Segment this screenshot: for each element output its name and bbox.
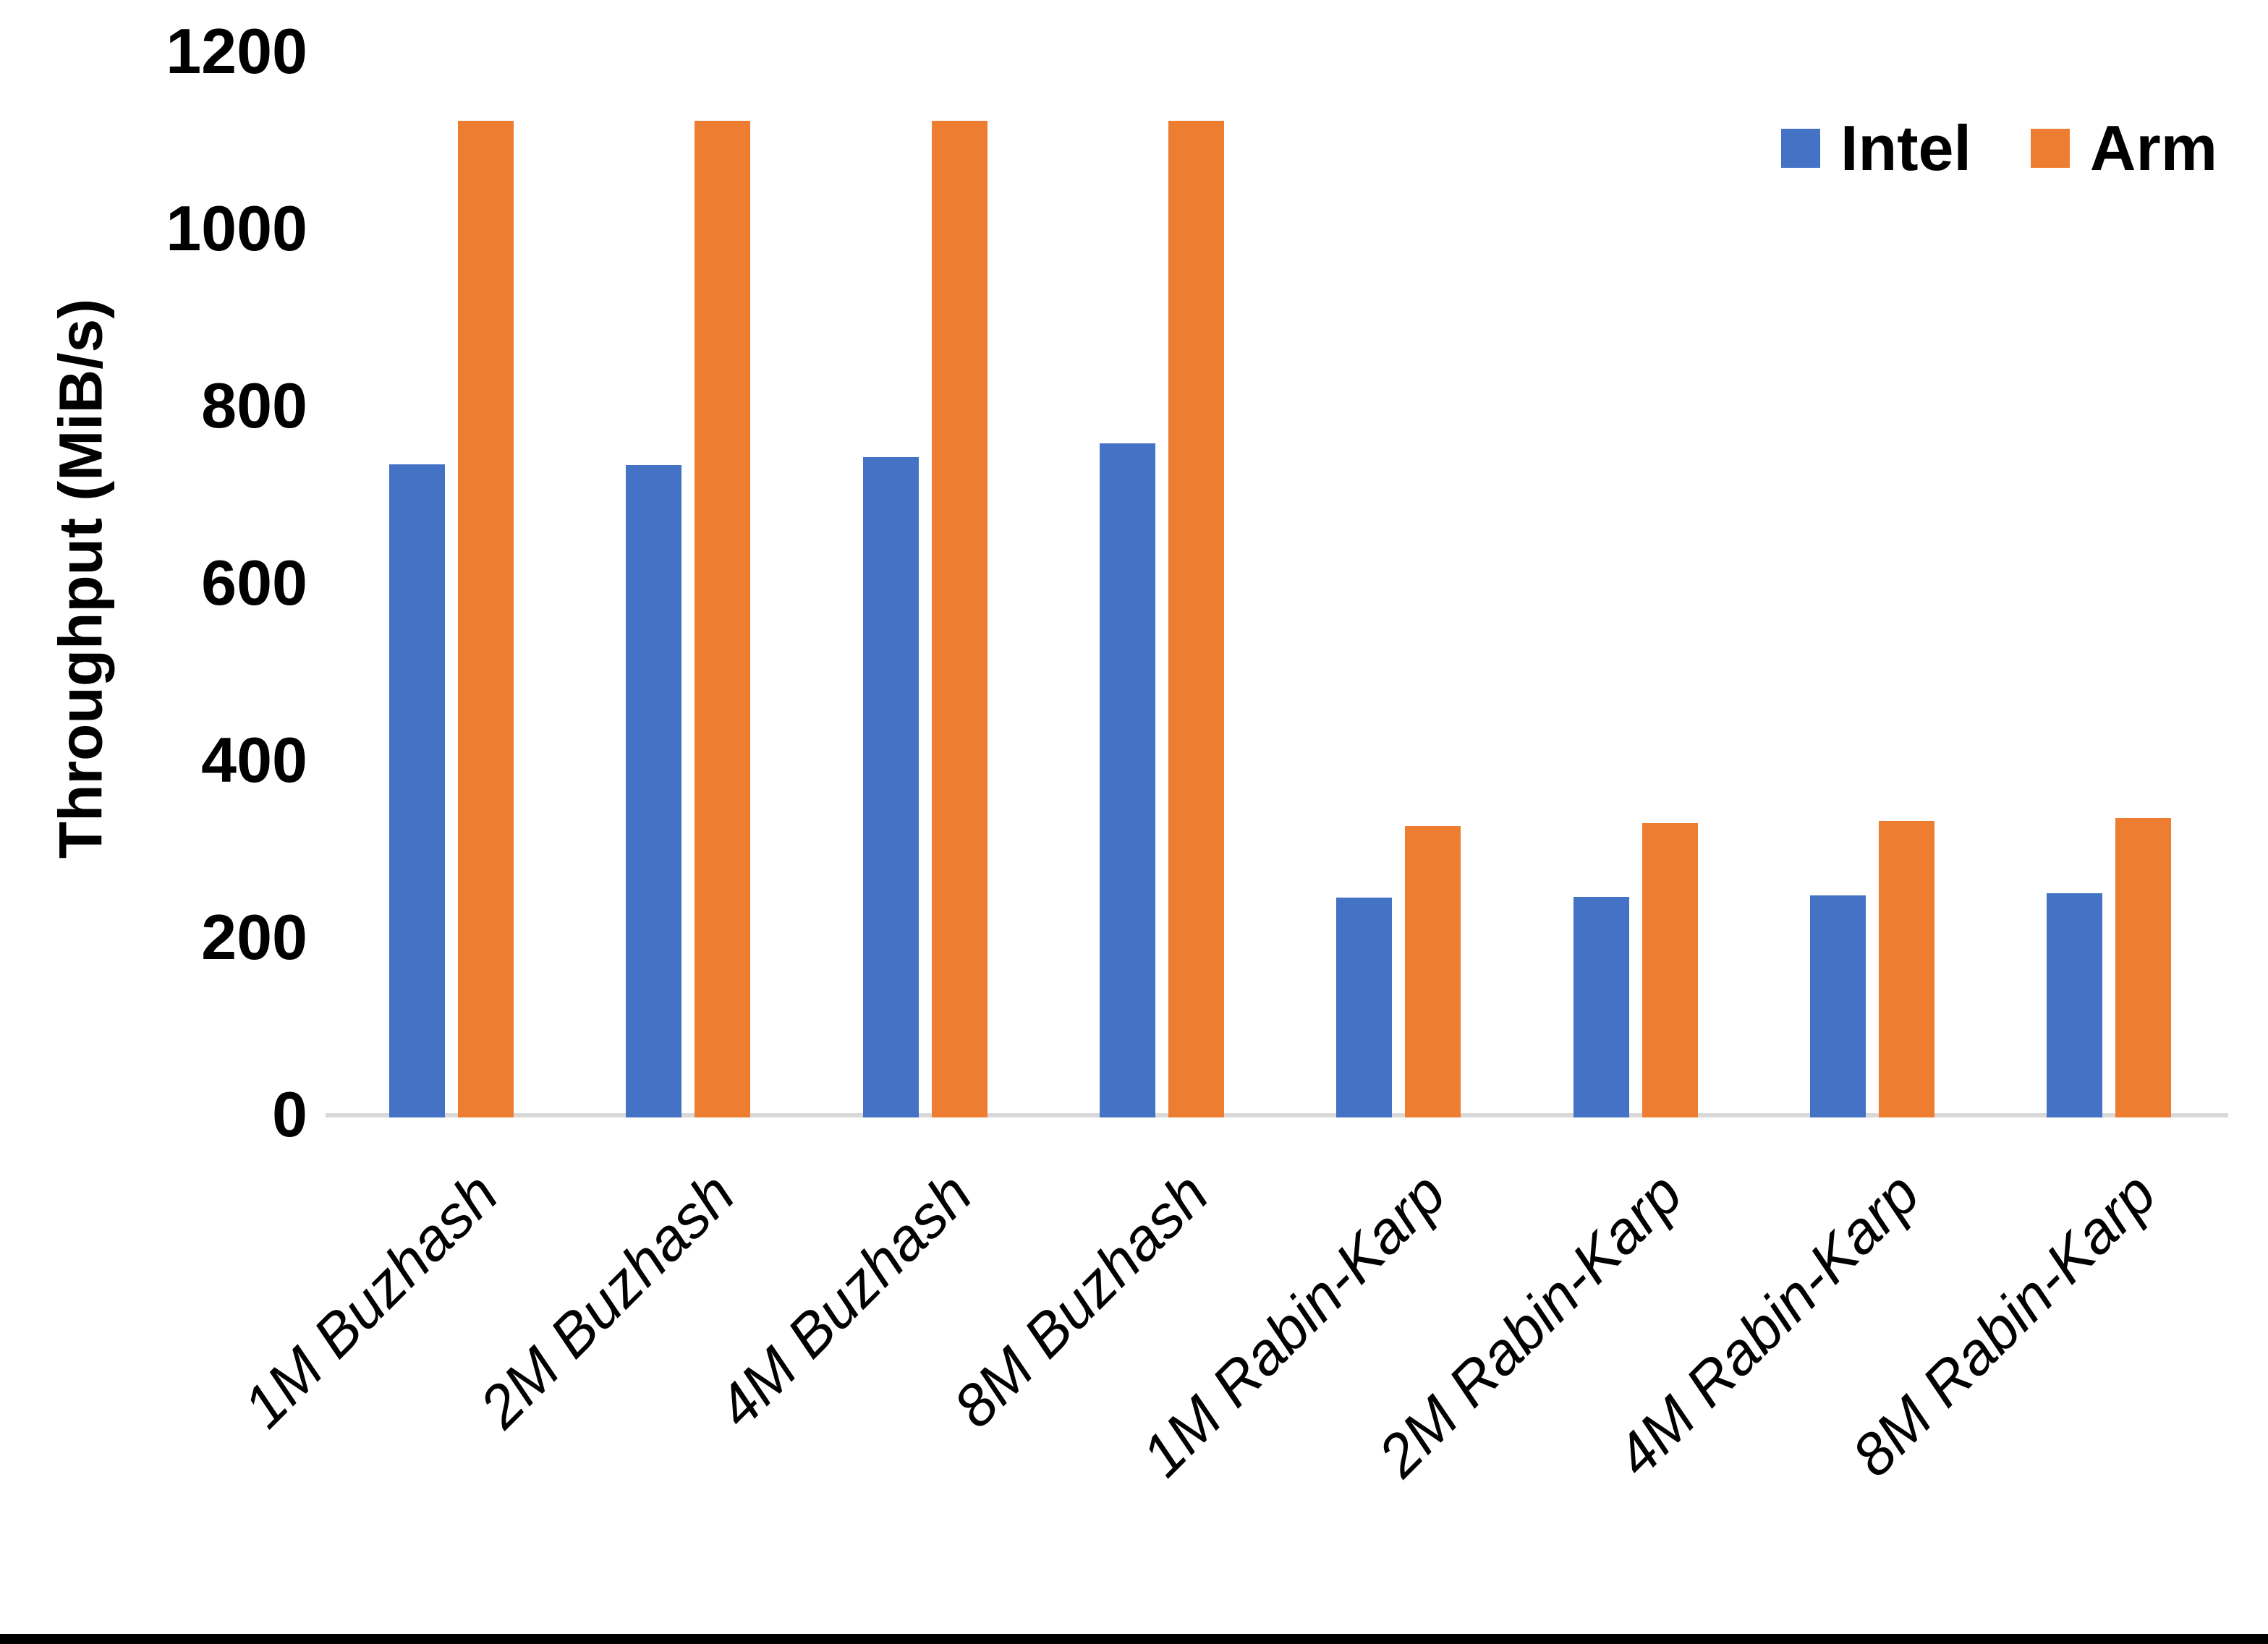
legend-swatch-intel — [1781, 129, 1820, 168]
bar-arm-2m-rabin-karp — [1642, 823, 1698, 1117]
bar-arm-2m-buzhash — [695, 121, 750, 1117]
bar-intel-4m-buzhash — [863, 457, 919, 1117]
legend-label-intel: Intel — [1840, 112, 1971, 184]
bar-intel-8m-rabin-karp — [2047, 893, 2102, 1117]
legend-label-arm: Arm — [2089, 112, 2217, 184]
bar-intel-2m-buzhash — [626, 465, 681, 1117]
bar-intel-2m-rabin-karp — [1573, 897, 1629, 1117]
bar-arm-8m-rabin-karp — [2115, 818, 2171, 1117]
bar-intel-1m-buzhash — [389, 464, 445, 1117]
legend-swatch-arm — [2030, 129, 2070, 168]
bottom-border — [0, 1634, 2268, 1644]
bar-arm-1m-rabin-karp — [1405, 826, 1461, 1117]
legend-item-intel: Intel — [1781, 116, 1971, 180]
y-tick-label: 200 — [201, 900, 307, 973]
bar-arm-4m-buzhash — [932, 121, 988, 1117]
x-axis-line — [326, 1113, 2228, 1117]
y-tick-label: 0 — [272, 1078, 307, 1150]
bar-arm-1m-buzhash — [458, 121, 514, 1117]
y-axis-title: Throughput (MiB/s) — [46, 298, 115, 859]
y-tick-label: 800 — [201, 369, 307, 441]
bar-intel-4m-rabin-karp — [1810, 895, 1866, 1117]
y-tick-label: 1000 — [166, 192, 307, 264]
x-category-label: 4M Buzhash — [705, 1160, 985, 1441]
legend-item-arm: Arm — [2030, 112, 2217, 184]
y-tick-label: 1200 — [166, 14, 307, 87]
x-category-label: 2M Buzhash — [467, 1160, 748, 1441]
bar-intel-8m-buzhash — [1100, 443, 1155, 1117]
x-category-label: 1M Buzhash — [231, 1160, 511, 1441]
bar-arm-8m-buzhash — [1168, 121, 1224, 1117]
y-tick-label: 600 — [201, 546, 307, 618]
y-tick-label: 400 — [201, 723, 307, 796]
legend: Intel Arm — [1781, 108, 2217, 188]
bar-arm-4m-rabin-karp — [1879, 821, 1934, 1117]
bar-intel-1m-rabin-karp — [1336, 898, 1392, 1117]
